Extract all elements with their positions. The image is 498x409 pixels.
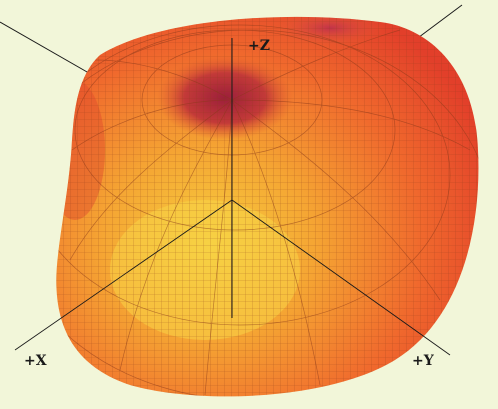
x-axis-line bbox=[14, 199, 233, 351]
z-axis-label: +Z bbox=[248, 38, 270, 54]
y-axis-label: +Y bbox=[412, 353, 435, 369]
x-axis-label: +X bbox=[24, 353, 47, 369]
y-axis-line bbox=[231, 199, 451, 356]
